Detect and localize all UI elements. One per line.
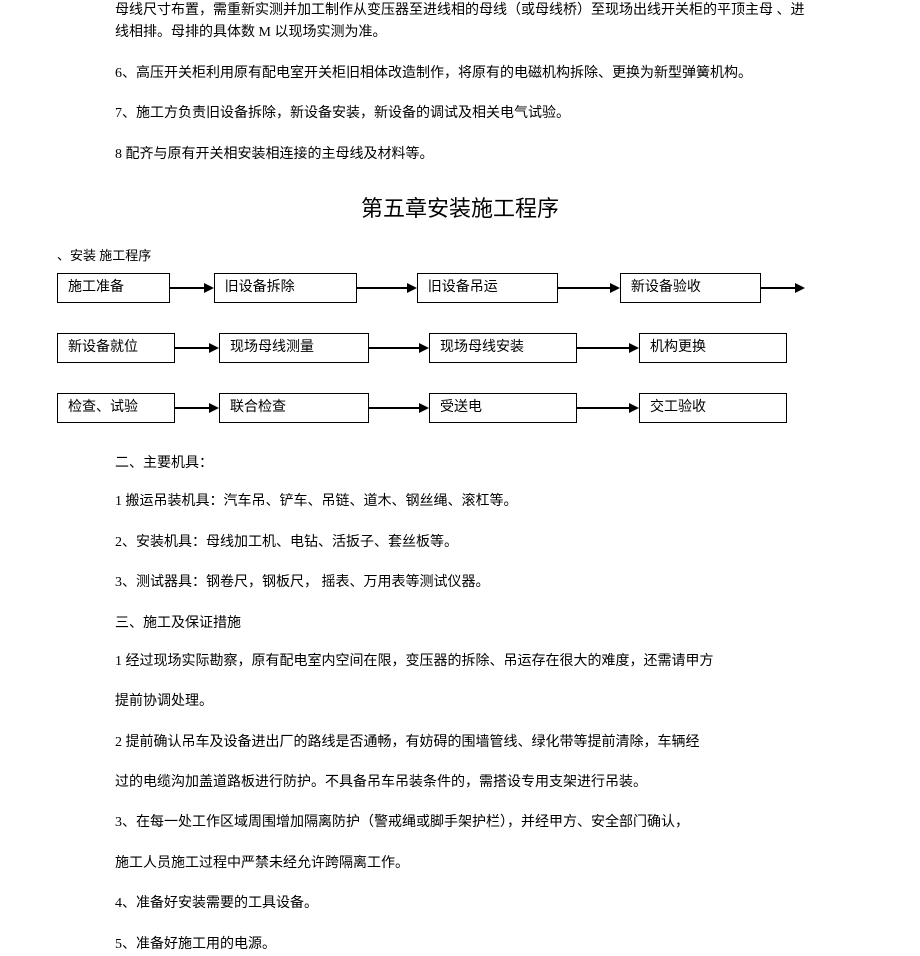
flow-subtitle: 、安装 施工程序 (57, 246, 805, 267)
section3-item: 3、在每一处工作区域周围增加隔离防护（警戒绳或脚手架护栏），并经甲方、安全部门确… (115, 812, 805, 834)
flow-box: 旧设备拆除 (214, 273, 357, 303)
flow-row: 新设备就位 现场母线测量 现场母线安装 机构更换 (57, 333, 805, 363)
flow-arrow (357, 283, 417, 293)
flow-box: 现场母线测量 (219, 333, 369, 363)
flow-box: 施工准备 (57, 273, 170, 303)
section3-item: 过的电缆沟加盖道路板进行防护。不具备吊车吊装条件的，需搭设专用支架进行吊装。 (115, 772, 805, 794)
flow-arrow (761, 283, 805, 293)
section3-item: 提前协调处理。 (115, 691, 805, 713)
flow-arrow (175, 343, 219, 353)
flow-box: 联合检查 (219, 393, 369, 423)
flow-arrow (369, 343, 429, 353)
flow-box: 旧设备吊运 (417, 273, 558, 303)
flow-box: 受送电 (429, 393, 577, 423)
section3-item: 1 经过现场实际勘察，原有配电室内空间在限，变压器的拆除、吊运存在很大的难度，还… (115, 651, 805, 673)
section2-label: 二、主要机具： (115, 453, 805, 475)
intro-paragraph: 8 配齐与原有开关相安装相连接的主母线及材料等。 (115, 144, 805, 166)
flow-arrow (369, 403, 429, 413)
section2-item: 1 搬运吊装机具：汽车吊、铲车、吊链、道木、钢丝绳、滚杠等。 (115, 491, 805, 513)
intro-paragraph: 母线尺寸布置，需重新实测并加工制作从变压器至进线相的母线（或母线桥）至现场出线开… (115, 0, 805, 45)
flow-row: 施工准备 旧设备拆除 旧设备吊运 新设备验收 (57, 273, 805, 303)
flow-box: 机构更换 (639, 333, 787, 363)
section2-item: 2、安装机具：母线加工机、电钻、活扳子、套丝板等。 (115, 532, 805, 554)
flow-arrow (170, 283, 214, 293)
flow-box: 新设备就位 (57, 333, 175, 363)
flow-box: 现场母线安装 (429, 333, 577, 363)
intro-paragraph: 6、高压开关柜利用原有配电室开关柜旧相体改造制作，将原有的电磁机构拆除、更换为新… (115, 63, 805, 85)
flow-box: 新设备验收 (620, 273, 761, 303)
flow-row: 检查、试验 联合检查 受送电 交工验收 (57, 393, 805, 423)
flow-box: 交工验收 (639, 393, 787, 423)
section3-item: 4、准备好安装需要的工具设备。 (115, 893, 805, 915)
flow-arrow (175, 403, 219, 413)
flow-arrow (577, 403, 639, 413)
section3-item: 5、准备好施工用的电源。 (115, 934, 805, 956)
chapter-title: 第五章安装施工程序 (115, 191, 805, 226)
section3-item: 2 提前确认吊车及设备进出厂的路线是否通畅，有妨碍的围墙管线、绿化带等提前清除，… (115, 732, 805, 754)
flow-arrow (558, 283, 620, 293)
section3-label: 三、施工及保证措施 (115, 613, 805, 635)
section2-item: 3、测试器具：钢卷尺，钢板尺， 摇表、万用表等测试仪器。 (115, 572, 805, 594)
flowchart: 施工准备 旧设备拆除 旧设备吊运 新设备验收新设备就位 现场母线测量 现场母线安装 机构更换… (57, 273, 805, 423)
flow-box: 检查、试验 (57, 393, 175, 423)
intro-paragraph: 7、施工方负责旧设备拆除，新设备安装，新设备的调试及相关电气试验。 (115, 103, 805, 125)
section3-item: 施工人员施工过程中严禁未经允许跨隔离工作。 (115, 853, 805, 875)
flow-arrow (577, 343, 639, 353)
